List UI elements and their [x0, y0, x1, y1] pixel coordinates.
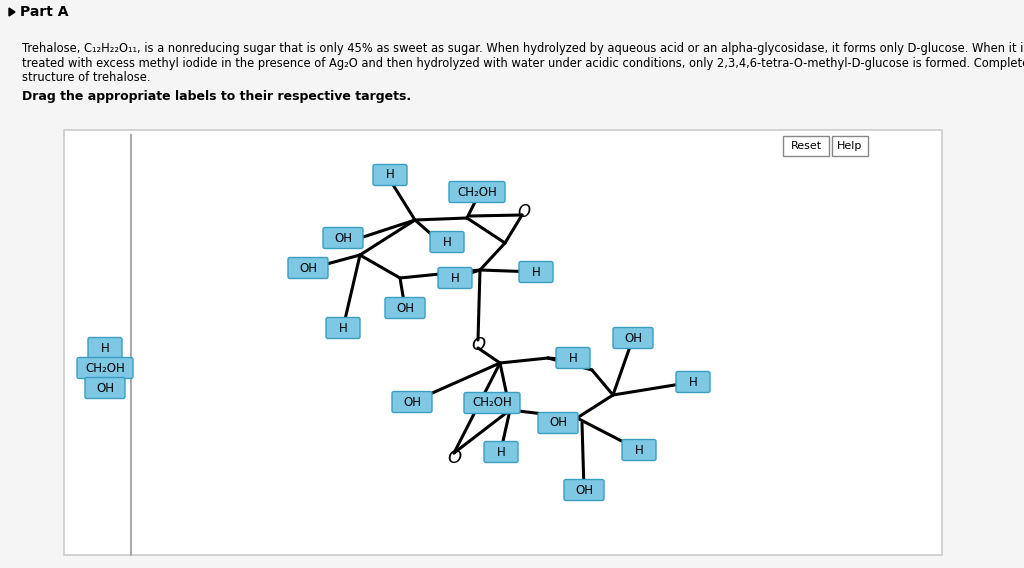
Text: Help: Help — [838, 141, 862, 151]
Text: H: H — [635, 444, 643, 457]
FancyBboxPatch shape — [63, 130, 942, 555]
Text: O: O — [446, 449, 461, 467]
Text: OH: OH — [624, 332, 642, 345]
Text: H: H — [386, 169, 394, 182]
Text: Trehalose, C₁₂H₂₂O₁₁, is a nonreducing sugar that is only 45% as sweet as sugar.: Trehalose, C₁₂H₂₂O₁₁, is a nonreducing s… — [22, 42, 1024, 55]
FancyBboxPatch shape — [484, 441, 518, 462]
FancyBboxPatch shape — [783, 136, 829, 156]
FancyBboxPatch shape — [385, 298, 425, 319]
Text: OH: OH — [549, 416, 567, 429]
Text: Reset: Reset — [791, 141, 821, 151]
FancyBboxPatch shape — [538, 412, 578, 433]
Text: H: H — [442, 236, 452, 249]
FancyBboxPatch shape — [392, 391, 432, 412]
Text: Part A: Part A — [20, 5, 69, 19]
FancyBboxPatch shape — [556, 348, 590, 369]
Text: Drag the appropriate labels to their respective targets.: Drag the appropriate labels to their res… — [22, 90, 411, 103]
FancyBboxPatch shape — [323, 228, 362, 249]
Text: OH: OH — [575, 483, 593, 496]
FancyBboxPatch shape — [0, 0, 1024, 128]
FancyBboxPatch shape — [831, 136, 868, 156]
Text: CH₂OH: CH₂OH — [85, 361, 125, 374]
Text: H: H — [688, 375, 697, 389]
Text: O: O — [471, 336, 485, 354]
FancyBboxPatch shape — [288, 257, 328, 278]
FancyBboxPatch shape — [88, 337, 122, 358]
Text: O: O — [517, 203, 530, 221]
FancyBboxPatch shape — [676, 371, 710, 392]
FancyBboxPatch shape — [564, 479, 604, 500]
FancyBboxPatch shape — [85, 378, 125, 399]
FancyBboxPatch shape — [622, 440, 656, 461]
FancyBboxPatch shape — [449, 182, 505, 203]
Text: treated with excess methyl iodide in the presence of Ag₂O and then hydrolyzed wi: treated with excess methyl iodide in the… — [22, 57, 1024, 70]
FancyBboxPatch shape — [326, 318, 360, 339]
FancyBboxPatch shape — [438, 268, 472, 289]
Text: structure of trehalose.: structure of trehalose. — [22, 71, 151, 84]
Text: H: H — [100, 341, 110, 354]
Text: OH: OH — [403, 395, 421, 408]
Text: H: H — [497, 445, 506, 458]
FancyBboxPatch shape — [519, 261, 553, 282]
Text: CH₂OH: CH₂OH — [472, 396, 512, 410]
Text: OH: OH — [396, 302, 414, 315]
Text: OH: OH — [299, 261, 317, 274]
Text: H: H — [451, 272, 460, 285]
FancyBboxPatch shape — [464, 392, 520, 414]
FancyBboxPatch shape — [430, 232, 464, 253]
Polygon shape — [9, 8, 15, 16]
Text: OH: OH — [96, 382, 114, 395]
FancyBboxPatch shape — [613, 328, 653, 349]
Text: H: H — [531, 265, 541, 278]
Text: H: H — [339, 321, 347, 335]
Text: CH₂OH: CH₂OH — [457, 186, 497, 198]
Text: OH: OH — [334, 232, 352, 244]
FancyBboxPatch shape — [77, 357, 133, 378]
Text: H: H — [568, 352, 578, 365]
FancyBboxPatch shape — [373, 165, 407, 186]
